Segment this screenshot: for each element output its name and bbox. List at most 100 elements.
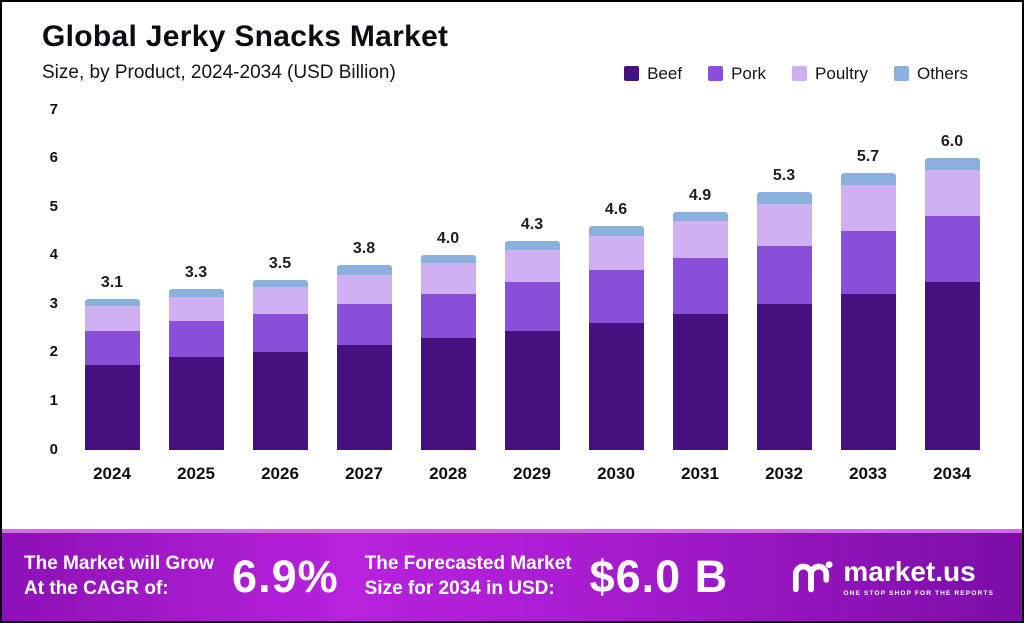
bar-segment-beef [840, 294, 896, 450]
logo-text-block: market.us ONE STOP SHOP FOR THE REPORTS [843, 555, 994, 597]
y-tick-label: 0 [49, 440, 58, 458]
bar-column-2025: 3.3 [154, 110, 238, 450]
forecast-value: $6.0 B [589, 551, 729, 602]
x-axis-label-2032: 2032 [765, 463, 803, 483]
bar-segment-pork [840, 231, 896, 295]
bar-segment-others [588, 226, 644, 236]
bar-segment-beef [756, 303, 812, 450]
bar-segment-poultry [168, 296, 224, 321]
page-title: Global Jerky Snacks Market [42, 20, 449, 53]
bar-column-2024: 3.1 [70, 110, 154, 450]
forecast-text: The Forecasted Market Size for 2034 in U… [365, 552, 572, 601]
bar-segment-pork [672, 257, 728, 314]
legend-item-poultry: Poultry [792, 64, 868, 84]
cagr-text-line2: At the CAGR of: [24, 578, 169, 599]
y-tick-label: 1 [49, 391, 58, 409]
bar-column-2027: 3.8 [322, 110, 406, 450]
legend-label: Beef [647, 63, 683, 83]
x-axis-label-2030: 2030 [597, 463, 635, 483]
bar-segment-pork [168, 320, 224, 358]
x-axis-label-2028: 2028 [429, 463, 467, 483]
bar-stack [756, 192, 812, 450]
bar-segment-pork [756, 245, 812, 304]
plot-area: 3.1 3.3 3.5 3.8 4.0 4.3 4.6 4.9 5.3 5.7 6.0 [70, 110, 994, 450]
forecast-text-line2: Size for 2034 in USD: [364, 578, 555, 599]
bar-stack [672, 211, 728, 450]
bar-column-2030: 4.6 [574, 110, 658, 450]
bar-segment-pork [420, 294, 476, 338]
legend-swatch-others [893, 66, 909, 81]
bar-segment-others [336, 265, 392, 275]
bar-segment-beef [924, 281, 980, 450]
cagr-text-line1: The Market will Grow [24, 553, 215, 575]
legend-swatch-beef [624, 66, 640, 81]
bar-stack [168, 289, 224, 450]
bar-total-label: 4.3 [520, 215, 544, 233]
logo-wordmark: market.us [843, 555, 976, 587]
y-tick-label: 2 [49, 343, 58, 361]
footer-banner: The Market will Grow At the CAGR of: 6.9… [2, 529, 1022, 621]
logo-tagline: ONE STOP SHOP FOR THE REPORTS [843, 589, 994, 597]
chart-header: Global Jerky Snacks Market Size, by Prod… [2, 2, 1022, 84]
x-axis-label-2027: 2027 [345, 463, 383, 483]
legend-label: Poultry [815, 63, 868, 83]
bar-stack [84, 298, 140, 450]
bar-segment-poultry [672, 221, 728, 258]
x-axis-label-2034: 2034 [933, 463, 971, 483]
bar-segment-beef [504, 330, 560, 450]
bar-column-2029: 4.3 [490, 110, 574, 450]
bar-segment-beef [588, 323, 644, 450]
bar-column-2026: 3.5 [238, 110, 322, 450]
subtitle-row: Size, by Product, 2024-2034 (USD Billion… [42, 62, 982, 84]
bar-stack [924, 158, 980, 450]
bar-column-2031: 4.9 [658, 110, 742, 450]
bar-segment-beef [420, 337, 476, 450]
x-axis-label-2033: 2033 [849, 463, 887, 483]
chart-subtitle: Size, by Product, 2024-2034 (USD Billion… [42, 61, 396, 83]
x-axis-label-2029: 2029 [513, 463, 551, 483]
legend-item-pork: Pork [708, 64, 766, 84]
bar-segment-poultry [336, 274, 392, 304]
bar-segment-poultry [504, 250, 560, 282]
legend-swatch-pork [708, 66, 724, 81]
bar-column-2034: 6.0 [910, 110, 994, 450]
bar-total-label: 4.0 [436, 230, 460, 248]
y-tick-label: 6 [49, 149, 58, 167]
bar-segment-pork [84, 330, 140, 365]
legend-item-beef: Beef [624, 64, 682, 84]
bar-segment-beef [672, 313, 728, 450]
legend-item-others: Others [893, 64, 968, 84]
bar-total-label: 3.5 [268, 254, 292, 272]
y-tick-label: 3 [49, 294, 58, 312]
bar-segment-pork [588, 269, 644, 324]
bar-total-label: 5.7 [856, 147, 880, 165]
bar-total-label: 3.1 [100, 273, 124, 291]
bar-segment-others [840, 172, 896, 185]
bar-stack [336, 265, 392, 450]
bar-total-label: 3.8 [352, 240, 376, 258]
forecast-text-line1: The Forecasted Market [364, 553, 572, 575]
bar-segment-beef [84, 364, 140, 450]
market-us-logo-icon [793, 561, 833, 593]
legend: Beef Pork Poultry Others [624, 64, 982, 84]
bar-column-2033: 5.7 [826, 110, 910, 450]
bar-segment-poultry [756, 204, 812, 246]
y-tick-label: 5 [49, 197, 58, 215]
bar-segment-others [504, 240, 560, 251]
bar-segment-poultry [840, 184, 896, 232]
bar-total-label: 4.9 [688, 186, 712, 204]
bar-segment-poultry [588, 235, 644, 270]
bar-stack [252, 279, 308, 450]
bar-segment-others [420, 255, 476, 263]
bar-segment-others [924, 158, 980, 171]
bar-segment-others [672, 211, 728, 222]
bar-total-label: 5.3 [772, 167, 796, 185]
legend-swatch-poultry [792, 66, 808, 81]
y-axis: 0 1 2 3 4 5 6 7 [28, 101, 70, 458]
bar-segment-others [252, 279, 308, 287]
bar-segment-pork [504, 281, 560, 331]
x-axis: 2024 2025 2026 2027 2028 2029 2030 2031 2032 2033… [28, 450, 994, 484]
bar-column-2028: 4.0 [406, 110, 490, 450]
bar-stack [504, 240, 560, 450]
